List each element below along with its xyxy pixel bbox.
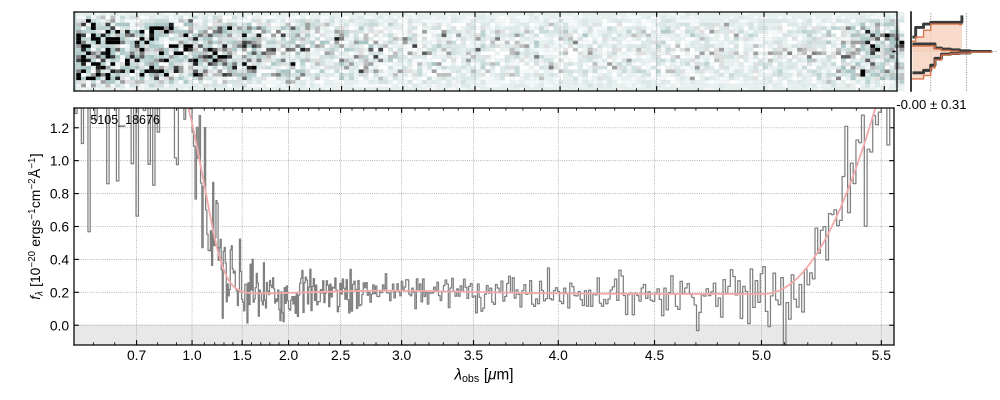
svg-text:2.0: 2.0	[279, 347, 299, 363]
svg-text:0.7: 0.7	[127, 347, 147, 363]
svg-text:3.0: 3.0	[392, 347, 412, 363]
svg-text:0.8: 0.8	[50, 186, 70, 202]
svg-text:5.0: 5.0	[752, 347, 772, 363]
svg-text:2.5: 2.5	[331, 347, 351, 363]
svg-text:1.2: 1.2	[50, 120, 70, 136]
svg-text:4.0: 4.0	[549, 347, 569, 363]
svg-text:5105_18676: 5105_18676	[90, 113, 160, 127]
svg-text:0.0: 0.0	[50, 317, 70, 333]
svg-text:1.0: 1.0	[50, 153, 70, 169]
svg-text:1.0: 1.0	[182, 347, 202, 363]
svg-text:0.6: 0.6	[50, 219, 70, 235]
svg-text:0.2: 0.2	[50, 284, 70, 300]
svg-text:4.5: 4.5	[645, 347, 665, 363]
svg-text:-0.00 ± 0.31: -0.00 ± 0.31	[896, 97, 966, 112]
svg-text:0.4: 0.4	[50, 251, 70, 267]
svg-text:1.5: 1.5	[233, 347, 253, 363]
svg-text:5.5: 5.5	[872, 347, 892, 363]
